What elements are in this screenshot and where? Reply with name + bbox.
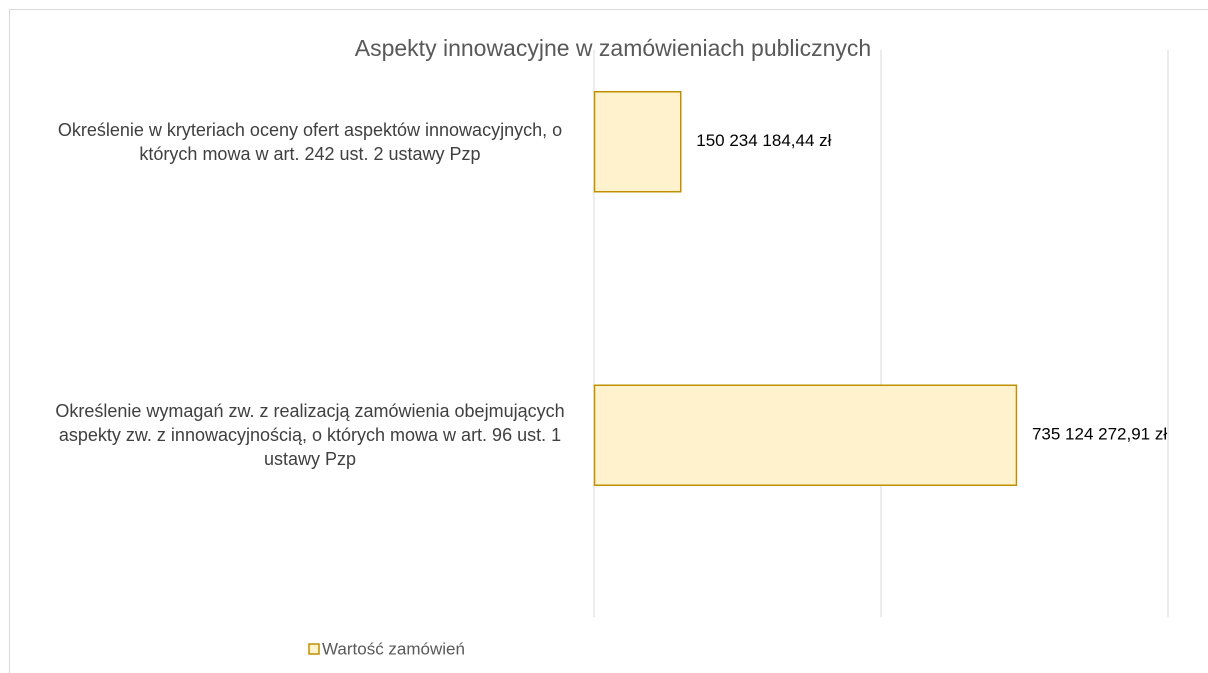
bar xyxy=(593,91,682,193)
legend-swatch xyxy=(308,643,320,655)
bar xyxy=(593,384,1018,486)
data-label: 735 124 272,91 zł xyxy=(1032,425,1167,444)
chart-border xyxy=(9,9,1208,673)
y-tick-label: Określenie w kryteriach oceny ofert aspe… xyxy=(57,119,563,164)
y-tick-label: Określenie wymagań zw. z realizacją zamó… xyxy=(55,401,565,470)
legend-label: Wartość zamówień xyxy=(322,639,465,658)
data-label: 150 234 184,44 zł xyxy=(696,131,831,150)
chart-title: Aspekty innowacyjne w zamówieniach publi… xyxy=(355,35,871,61)
